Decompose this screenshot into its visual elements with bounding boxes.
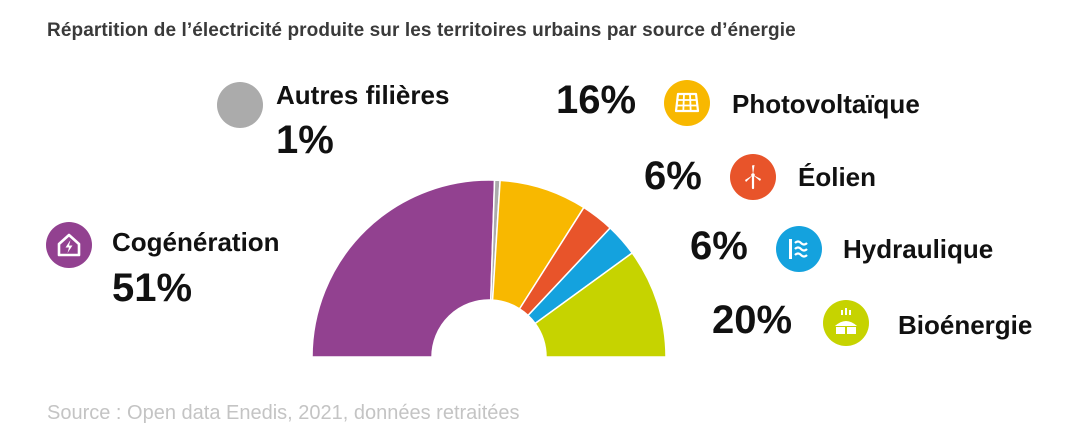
slice-label-photovoltaique: Photovoltaïque [732,89,920,119]
slice-value-hydraulique: 6% [690,224,748,268]
slice-label-cogeneration: Cogénération [112,227,280,257]
wind-turbine-icon [730,154,776,200]
house-lightning-icon [46,222,92,268]
slice-value-autres: 1% [276,118,334,162]
source-note: Source : Open data Enedis, 2021, données… [47,402,520,424]
slice-label-autres: Autres filières [276,80,450,110]
slice-value-cogeneration: 51% [112,266,193,310]
biomass-plant-icon [823,300,869,346]
water-waves-icon [776,226,822,272]
donut-slices [311,179,667,358]
solar-panel-icon [664,80,710,126]
slice-value-eolien: 6% [644,154,702,198]
chart-title: Répartition de l’électricité produite su… [47,20,796,41]
donut-slice-cogeneration [311,179,496,358]
slice-value-photovoltaique: 16% [556,78,637,122]
donut-slice-bioenergie [534,251,667,358]
slice-value-bioenergie: 20% [712,298,793,342]
slice-label-hydraulique: Hydraulique [843,234,994,264]
grey-dot-icon [217,82,263,128]
slice-label-eolien: Éolien [798,162,877,192]
slice-label-bioenergie: Bioénergie [898,310,1033,340]
